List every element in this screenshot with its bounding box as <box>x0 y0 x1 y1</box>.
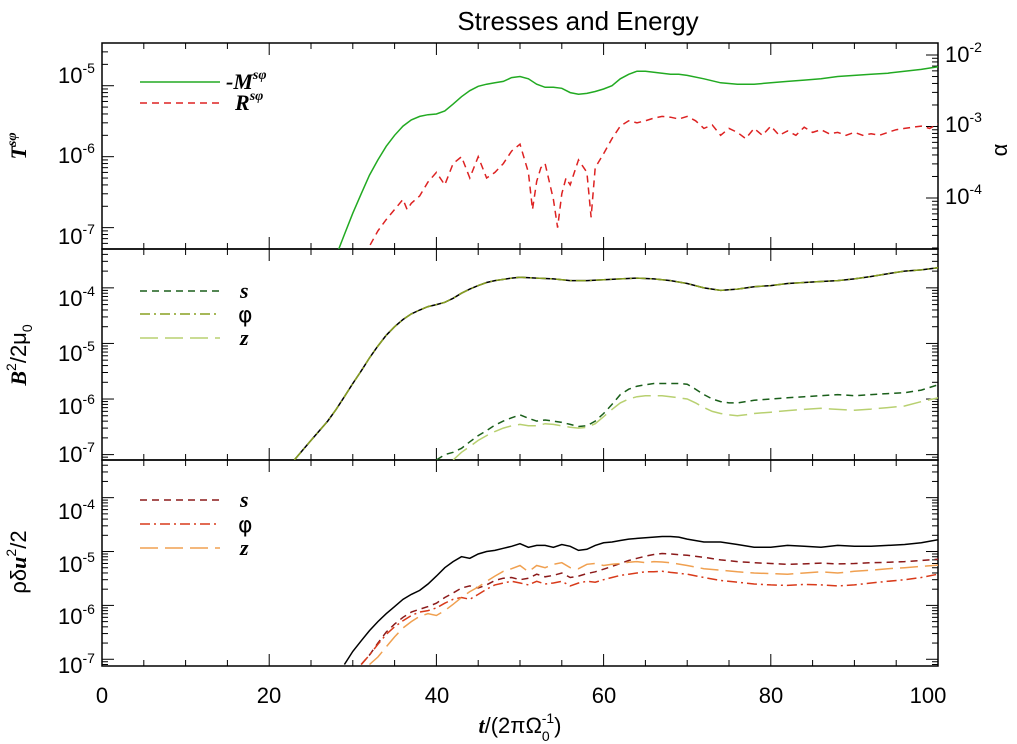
alpha-tick-label: 10-2 <box>945 39 982 67</box>
x-axis-label-t: t <box>478 713 485 738</box>
x-axis-label: t/(2πΩ0 -1) <box>478 710 561 744</box>
y-tick-label: 10-5 <box>58 549 95 577</box>
alpha-tick-label: 10-3 <box>945 109 982 137</box>
y-tick-label: 10-4 <box>58 283 95 311</box>
legend-label-phi: φ <box>238 513 253 538</box>
y-tick-label: 10-6 <box>58 391 95 419</box>
x-tick-labels: 0 20 40 60 80 100 <box>96 683 946 708</box>
series-line-stress-Rs <box>367 115 938 249</box>
series-group-kinetic <box>343 535 938 666</box>
kinetic-y-tick-labels: 10-4 10-5 10-6 10-7 <box>58 496 95 678</box>
series-line-magnetic-s <box>435 382 938 460</box>
series-line-kinetic-z <box>369 560 938 666</box>
alpha-axis-labels: 10-2 10-3 10-4 α <box>945 39 1012 209</box>
series-line-kinetic-total <box>343 535 938 665</box>
stress-y-tick-labels: 10-5 10-6 10-7 <box>58 60 95 249</box>
kinetic-legend: s φ z <box>140 487 253 560</box>
x-tick-label: 80 <box>759 683 783 708</box>
series-line-magnetic-total <box>293 266 938 460</box>
series-group-stress <box>337 66 938 249</box>
axis-ticks <box>101 42 939 666</box>
magnetic-y-tick-labels: 10-4 10-5 10-6 10-7 <box>58 283 95 467</box>
magnetic-y-axis-label: B2/2μ0 <box>3 324 35 387</box>
y-tick-label: 10-5 <box>58 338 95 366</box>
legend-label-s: s <box>239 487 249 512</box>
magnetic-legend: s φ z <box>140 278 253 350</box>
y-tick-label: 10-4 <box>58 496 95 524</box>
alpha-axis-label: α <box>987 143 1012 156</box>
chart-title: Stresses and Energy <box>457 6 698 36</box>
legend-label-phi: φ <box>238 303 253 328</box>
x-axis-label-sup: -1 <box>542 710 555 726</box>
y-tick-label: 10-7 <box>58 439 95 467</box>
legend-label-s: s <box>239 278 249 303</box>
series-line-stress-Ms <box>337 66 938 249</box>
legend-label-z: z <box>239 325 249 350</box>
kinetic-y-axis-label: ρδu2/2 <box>3 530 31 593</box>
series-line-kinetic-phi <box>360 570 938 665</box>
series-line-magnetic-phi <box>293 266 938 460</box>
y-tick-label: 10-6 <box>58 601 95 629</box>
x-tick-label: 20 <box>257 683 281 708</box>
x-tick-label: 40 <box>425 683 449 708</box>
x-tick-label: 60 <box>592 683 616 708</box>
alpha-tick-label: 10-4 <box>945 181 982 209</box>
y-tick-label: 10-6 <box>58 140 95 168</box>
stress-legend: -Msφ Rsφ <box>140 68 267 115</box>
y-tick-label: 10-7 <box>58 221 95 249</box>
x-tick-label: 100 <box>910 683 947 708</box>
x-axis-label-close: ) <box>554 713 561 738</box>
series-group-magnetic <box>293 266 938 460</box>
x-axis-label-sub: 0 <box>542 728 550 744</box>
series-line-kinetic-s <box>360 552 938 665</box>
y-tick-label: 10-7 <box>58 650 95 678</box>
panel-kinetic-frame <box>101 459 939 667</box>
stress-y-axis-label: Tsφ <box>5 132 31 159</box>
series-line-magnetic-z <box>452 394 938 460</box>
x-axis-label-rest: /(2πΩ <box>485 713 542 738</box>
legend-label-neg-m: -Msφ <box>226 68 267 94</box>
x-tick-label: 0 <box>96 683 108 708</box>
panel-magnetic-frame <box>101 248 939 461</box>
legend-label-z: z <box>239 535 249 560</box>
legend-label-r: Rsφ <box>234 89 263 115</box>
y-tick-label: 10-5 <box>58 60 95 88</box>
